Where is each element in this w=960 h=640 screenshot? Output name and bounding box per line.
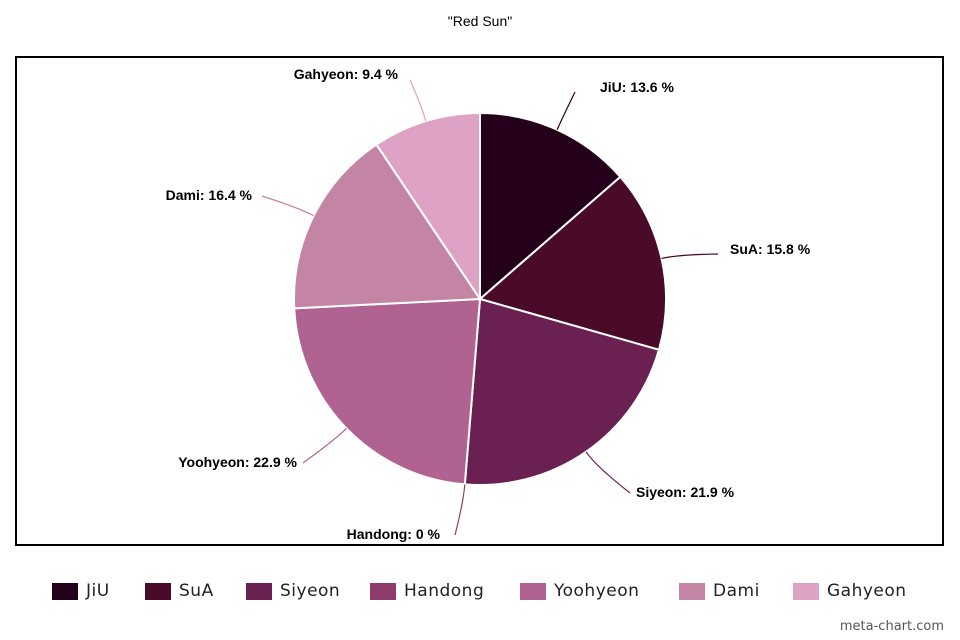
data-label-handong: Handong: 0 % [347,526,441,542]
legend-item-yoohyeon: Yoohyeon [520,578,639,604]
legend-swatch [52,582,78,600]
legend-swatch [520,582,546,600]
legend-swatch [246,582,272,600]
leader-line-dami [261,195,315,217]
leader-line-gahyeon [409,79,427,122]
leader-line-sua [661,253,719,260]
plot-frame [15,56,944,546]
pie-slice-siyeon [463,297,661,486]
legend: JiU SuA Siyeon Handong Yoohyeon Dami Gahyeon [0,578,960,604]
data-label-yoohyeon: Yoohyeon: 22.9 % [178,454,297,470]
legend-label: Gahyeon [827,581,907,601]
legend-label: JiU [86,581,110,601]
data-label-gahyeon: Gahyeon: 9.4 % [294,66,399,82]
pie-slice-dami [293,143,482,310]
leader-line-jiu [556,91,576,130]
leader-line-handong [454,484,466,536]
chart-title: "Red Sun" [447,13,513,29]
legend-item-gahyeon: Gahyeon [793,578,907,604]
legend-item-siyeon: Siyeon [246,578,340,604]
legend-label: Handong [404,581,485,601]
legend-swatch [145,582,171,600]
legend-swatch [370,582,396,600]
legend-item-sua: SuA [145,578,214,604]
data-label-dami: Dami: 16.4 % [166,187,253,203]
legend-label: Yoohyeon [554,581,640,601]
data-label-siyeon: Siyeon: 21.9 % [636,484,735,500]
data-label-sua: SuA: 15.8 % [730,241,811,257]
legend-item-dami: Dami [679,578,760,604]
pie-slice-yoohyeon [293,297,482,486]
leader-line-yoohyeon [302,428,347,464]
legend-swatch [679,582,705,600]
legend-item-jiu: JiU [52,578,110,604]
legend-label: Siyeon [280,581,341,601]
legend-label: Dami [713,581,760,601]
legend-label: SuA [179,581,214,601]
watermark: meta-chart.com [839,619,944,634]
legend-swatch [793,582,819,600]
leader-line-siyeon [585,451,631,494]
legend-item-handong: Handong [370,578,484,604]
data-label-jiu: JiU: 13.6 % [600,79,674,95]
pie-slice-sua [477,175,667,352]
